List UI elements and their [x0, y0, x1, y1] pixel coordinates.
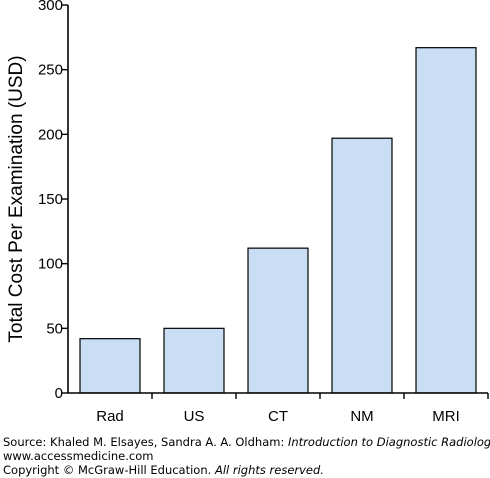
copyright-line: Copyright © McGraw-Hill Education. All r…: [3, 463, 489, 477]
bar-nm: [331, 137, 393, 394]
y-tick-label-250: 250: [38, 62, 63, 79]
source-book-title: Introduction to Diagnostic Radiology: [287, 435, 490, 449]
copyright-prefix: Copyright © McGraw-Hill Education.: [3, 463, 215, 477]
bar-rad: [79, 338, 141, 394]
bar-us: [163, 327, 225, 394]
x-tick-label-nm: NM: [350, 408, 373, 425]
bar-ct: [247, 247, 309, 394]
x-tick-label-ct: CT: [268, 408, 288, 425]
bar-chart: Rad US CT NM MRI 0 50 100 150 200 250 300 Total Cos…: [6, 0, 489, 425]
x-tick-label-us: US: [184, 408, 205, 425]
y-tick-label-150: 150: [38, 191, 63, 208]
y-tick-label-0: 0: [55, 385, 63, 402]
bars-group: [79, 47, 477, 394]
source-url: www.accessmedicine.com: [3, 449, 154, 463]
y-tick-label-100: 100: [38, 256, 63, 273]
source-prefix: Source: Khaled M. Elsayes, Sandra A. A. …: [3, 435, 288, 449]
copyright-rights: All rights reserved.: [214, 463, 324, 477]
y-tick-label-200: 200: [38, 126, 63, 143]
axes-group: [62, 4, 489, 399]
y-tick-label-300: 300: [38, 0, 63, 14]
y-tick-label-50: 50: [46, 320, 63, 337]
bar-mri: [415, 47, 477, 394]
source-credit: Source: Khaled M. Elsayes, Sandra A. A. …: [3, 435, 490, 477]
y-axis-label: Total Cost Per Examination (USD): [6, 55, 27, 342]
x-tick-label-mri: MRI: [432, 408, 460, 425]
x-tick-label-rad: Rad: [96, 408, 124, 425]
ticks-group: Rad US CT NM MRI 0 50 100 150 200 250 300: [38, 0, 460, 425]
source-line: Source: Khaled M. Elsayes, Sandra A. A. …: [3, 435, 490, 449]
